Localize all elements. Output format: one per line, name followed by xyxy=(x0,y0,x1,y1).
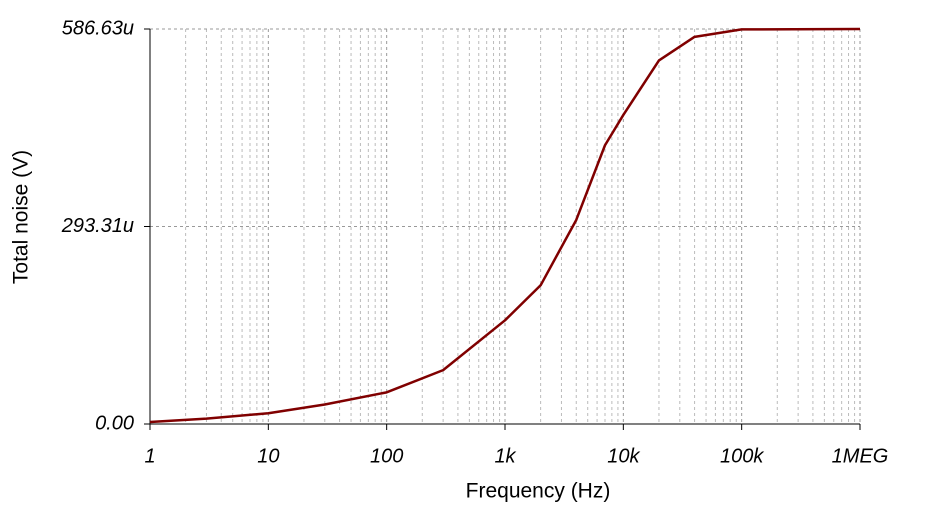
x-tick-label: 100k xyxy=(720,445,764,467)
x-tick-label: 10k xyxy=(607,445,640,467)
x-tick-label: 1 xyxy=(144,445,155,467)
y-tick-label: 293.31u xyxy=(61,215,134,237)
x-tick-label: 100 xyxy=(370,445,403,467)
x-tick-label: 1k xyxy=(494,445,516,467)
line-series xyxy=(149,27,861,424)
y-tick-label: 0.00 xyxy=(95,412,134,434)
y-axis-title: Total noise (V) xyxy=(10,150,33,284)
x-tick-label: 10 xyxy=(257,445,279,467)
y-tick-label: 586.63u xyxy=(62,17,134,39)
x-axis-title: Frequency (Hz) xyxy=(466,480,611,503)
x-tick-label: 1MEG xyxy=(832,445,889,467)
